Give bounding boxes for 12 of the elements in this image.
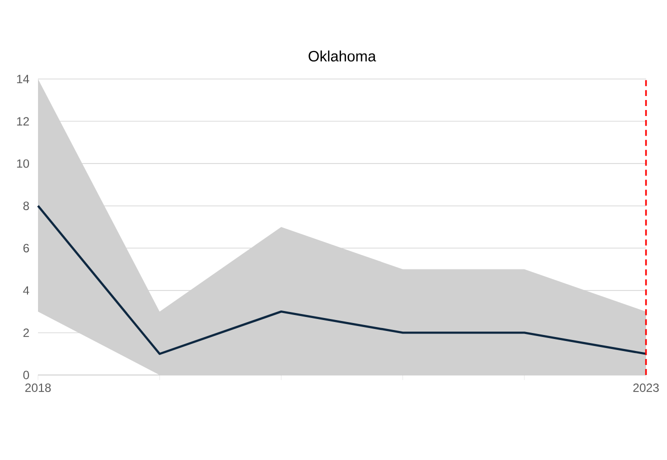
y-tick-label: 2	[23, 328, 29, 337]
y-tick-label: 4	[23, 286, 30, 295]
y-tick-label: 12	[17, 117, 29, 126]
y-tick-label: 6	[23, 244, 29, 252]
line-series	[36, 204, 648, 355]
x-tick-label: 2018	[25, 384, 51, 392]
chart-title: Oklahoma	[308, 50, 376, 62]
y-tick-label: 8	[23, 202, 29, 210]
y-tick-label: 14	[17, 74, 30, 84]
y-tick-label: 10	[17, 159, 30, 168]
y-tick-label: 0	[23, 370, 30, 380]
x-tick-label: 2023	[633, 384, 659, 392]
